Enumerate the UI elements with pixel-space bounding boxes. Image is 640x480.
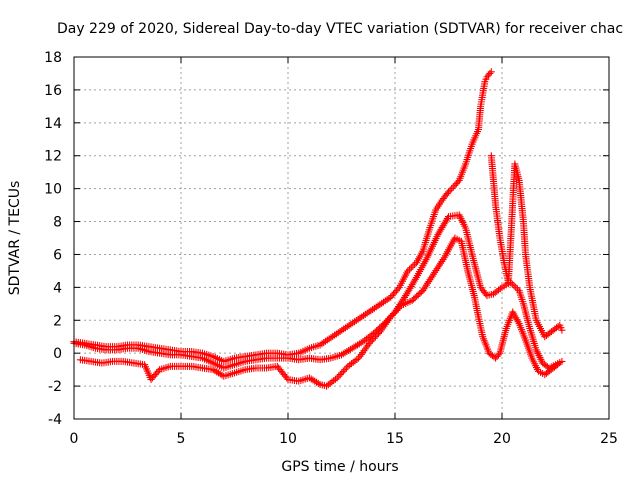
data-point (309, 376, 317, 384)
data-point (411, 260, 419, 268)
data-point (508, 280, 516, 288)
x-tick-label: 0 (70, 431, 79, 447)
y-tick-label: 12 (44, 149, 62, 165)
data-point (342, 364, 350, 372)
data-point (368, 336, 376, 344)
data-point (454, 178, 462, 186)
data-point (407, 264, 415, 272)
data-point (406, 265, 414, 273)
data-point (394, 305, 402, 313)
data-point (404, 267, 412, 275)
data-point (512, 283, 520, 291)
data-point (486, 69, 494, 77)
data-point (396, 303, 404, 311)
data-point (213, 368, 221, 376)
y-tick-label: 16 (44, 83, 62, 99)
data-point (365, 339, 373, 347)
data-point (311, 377, 319, 385)
data-point (558, 326, 566, 334)
x-tick-label: 15 (386, 431, 404, 447)
data-point (339, 367, 347, 375)
data-point (552, 362, 560, 370)
ticks-layer: 0 5 10 15 20 25 -4 -2 0 2 4 6 8 10 12 14 16 18 (44, 50, 618, 447)
data-point (409, 262, 417, 270)
series-right-branch (487, 152, 566, 341)
data-point (328, 378, 336, 386)
data-point (558, 357, 566, 365)
data-point (353, 355, 361, 363)
y-tick-label: 4 (53, 280, 62, 296)
y-tick-label: -4 (48, 412, 62, 428)
data-point (331, 375, 339, 383)
data-point (448, 185, 456, 193)
x-tick-label: 5 (177, 431, 186, 447)
y-tick-label: 6 (53, 247, 62, 263)
y-tick-label: 2 (53, 313, 62, 329)
series-upper-track (70, 68, 495, 365)
data-point (394, 285, 402, 293)
data-point (510, 282, 518, 290)
y-tick-label: -2 (48, 379, 62, 395)
data-point (333, 374, 341, 382)
grid-layer (74, 57, 609, 419)
data-point (352, 342, 360, 350)
data-point (359, 338, 367, 346)
data-point (314, 379, 322, 387)
y-tick-label: 18 (44, 50, 62, 66)
y-tick-label: 10 (44, 182, 62, 198)
data-point (338, 351, 345, 359)
x-tick-label: 20 (493, 431, 511, 447)
data-point (346, 345, 354, 353)
data-point (336, 371, 344, 379)
data-point (347, 360, 355, 368)
data-point (496, 285, 504, 293)
data-point (513, 285, 521, 293)
data-point (362, 335, 370, 343)
series-lower-track (76, 234, 562, 390)
data-point (487, 68, 495, 76)
data-point (494, 351, 502, 359)
data-point (367, 338, 375, 346)
data-point (154, 367, 162, 375)
data-point (443, 190, 451, 198)
data-point (388, 311, 396, 319)
data-point (387, 313, 395, 321)
y-tick-label: 0 (53, 346, 62, 362)
data-point (554, 361, 562, 369)
data-point (364, 334, 372, 342)
data-point (335, 372, 343, 380)
y-axis-title: SDTVAR / TECUs (7, 181, 23, 296)
data-point (305, 374, 313, 382)
data-point (446, 186, 454, 194)
data-point (341, 349, 349, 357)
chart-title: Day 229 of 2020, Sidereal Day-to-day VTE… (57, 21, 623, 37)
x-axis-title: GPS time / hours (281, 459, 398, 475)
data-point (445, 188, 452, 196)
data-point (449, 183, 457, 191)
data-point (393, 306, 401, 314)
data-point (357, 339, 365, 347)
data-point (371, 333, 379, 341)
y-tick-label: 8 (53, 215, 62, 231)
data-point (373, 331, 381, 339)
data-point (370, 334, 378, 342)
data-point (341, 366, 349, 374)
data-point (326, 379, 334, 387)
data-point (390, 310, 398, 318)
data-points-layer (70, 68, 566, 390)
x-tick-label: 10 (279, 431, 297, 447)
data-point (338, 369, 346, 377)
y-tick-label: 14 (44, 116, 62, 132)
plot-frame (73, 56, 610, 420)
x-tick-label: 25 (600, 431, 618, 447)
data-point (391, 308, 399, 316)
